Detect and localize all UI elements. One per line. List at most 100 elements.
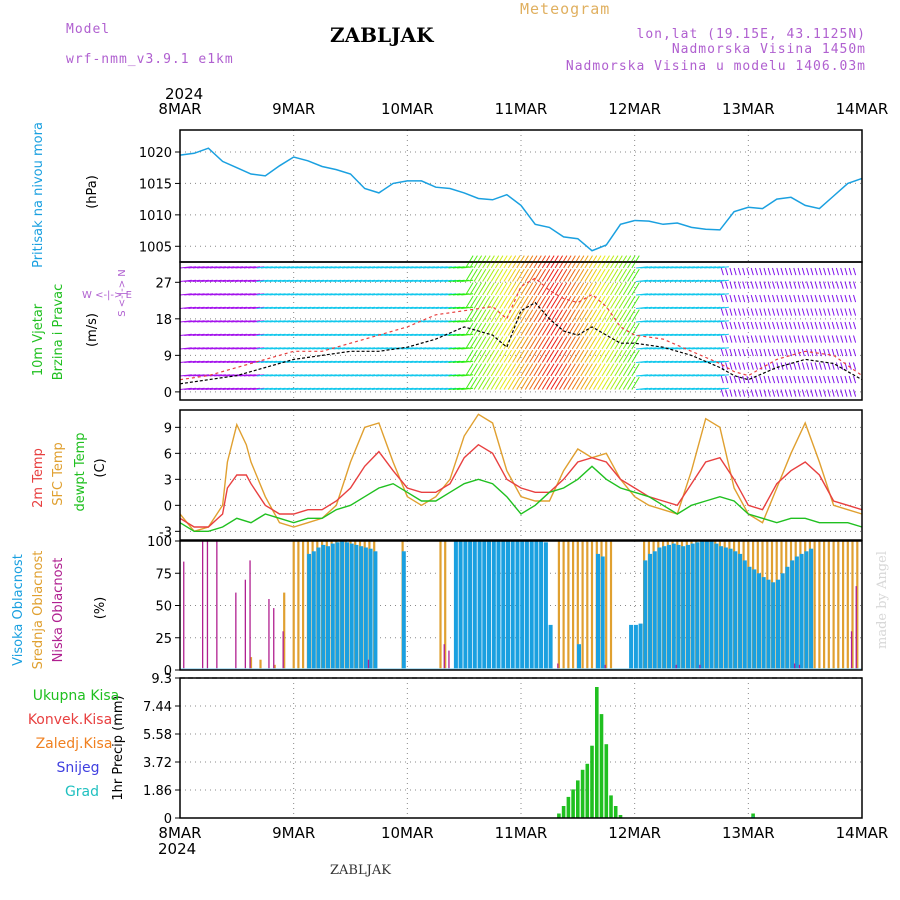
cloud-title-1: Visoka Oblacnost: [11, 554, 26, 666]
wind-barb: [605, 295, 615, 309]
wind-barb: [737, 281, 741, 289]
wind-barb: [754, 281, 758, 289]
high-cloud-bar: [681, 546, 686, 670]
wind-barb: [784, 308, 788, 316]
high-cloud-bar: [700, 541, 705, 670]
y-tick-label: 25: [155, 632, 172, 647]
wind-barb: [725, 294, 729, 303]
wind-barb: [533, 363, 542, 377]
wind-barb: [580, 349, 589, 363]
wind-barb: [524, 376, 534, 390]
wind-gust-line: [179, 277, 863, 381]
wind-barb: [767, 375, 771, 384]
wind-barb: [780, 308, 784, 316]
wind-barb: [469, 376, 478, 390]
wind-barb: [840, 308, 844, 316]
wind-barb: [814, 389, 818, 397]
wind-barb: [806, 335, 810, 343]
wind-barb: [588, 376, 598, 390]
wind-barb: [776, 308, 780, 316]
wind-barb: [840, 294, 844, 303]
wind-barb: [797, 362, 801, 370]
wind-barb: [584, 295, 593, 309]
wind-barb: [571, 268, 581, 282]
wind-barb: [793, 389, 797, 397]
wind-barb: [793, 308, 797, 316]
wind-barb: [567, 336, 576, 350]
wind-barb: [584, 268, 593, 282]
wind-barb: [793, 348, 797, 357]
wind-barb: [571, 309, 581, 323]
high-cloud-bar: [709, 541, 714, 670]
wind-barb: [614, 376, 623, 390]
precip-legend-item: Konvek.Kisa: [28, 712, 112, 728]
mid-cloud-bar: [581, 541, 584, 670]
high-cloud-bar: [539, 541, 544, 670]
wind-barb: [465, 282, 474, 296]
wind-barb: [717, 266, 729, 269]
wind-barb: [848, 362, 852, 370]
mid-cloud-bar: [557, 541, 560, 670]
wind-barb: [797, 375, 801, 384]
wind-barb: [490, 282, 500, 296]
wind-barb: [733, 389, 737, 397]
wind-barb: [486, 295, 495, 309]
low-cloud-bar: [794, 663, 796, 670]
cloud-panel: 100 75 50 25 0: [147, 535, 863, 679]
wind-barb: [725, 308, 729, 316]
wind-barb: [499, 363, 508, 377]
low-cloud-bar: [798, 664, 801, 670]
high-cloud-bar: [657, 547, 662, 670]
wind-barb: [558, 363, 568, 377]
low-cloud-bar: [244, 579, 246, 670]
top-date-label: 11MAR: [495, 100, 548, 118]
wind-barb: [806, 362, 810, 370]
wind-barb: [789, 375, 793, 384]
total-precip-bar: [609, 795, 613, 818]
low-cloud-bar: [206, 541, 209, 670]
wind-barb: [823, 335, 827, 343]
wind-barb: [627, 309, 636, 323]
wind-barb: [610, 336, 619, 350]
wind-barb: [729, 375, 733, 384]
high-cloud-bar: [529, 541, 534, 670]
wind-barb: [571, 363, 581, 377]
wind-barb: [618, 309, 628, 323]
wind-barb: [473, 376, 483, 390]
wind-barb: [835, 294, 839, 303]
wind-barb: [588, 268, 598, 282]
wind-barb: [571, 349, 581, 363]
wind-barb: [597, 363, 606, 377]
wind-barb: [601, 268, 610, 282]
wind-barb: [810, 294, 814, 303]
wind-barb: [725, 267, 729, 276]
wind-barb: [529, 322, 538, 336]
mid-cloud-bar: [842, 541, 845, 670]
wind-barb: [563, 295, 572, 309]
footer-station: ZABLJAK: [330, 863, 391, 878]
mid-cloud-bar: [813, 541, 816, 670]
wind-barb: [516, 309, 525, 323]
high-cloud-bar: [757, 573, 761, 671]
wind-barb: [477, 336, 487, 350]
wind-barb: [605, 363, 615, 377]
temperature-panel: 9 6 3 0 -3: [159, 409, 863, 541]
wind-barb: [567, 363, 576, 377]
wind-barb: [477, 349, 487, 363]
wind-barb: [494, 363, 504, 377]
wind-barb: [844, 348, 848, 357]
wind-barb: [563, 349, 572, 363]
wind-barb: [720, 281, 724, 289]
wind-barb: [844, 308, 848, 316]
high-cloud-bar: [577, 644, 581, 670]
wind-barb: [529, 336, 538, 350]
wind-barb: [465, 363, 474, 377]
wind-barb: [631, 282, 640, 296]
wind-barb: [580, 295, 589, 309]
wind-barb: [524, 349, 534, 363]
high-cloud-bar: [496, 541, 501, 670]
wind-barb: [733, 335, 737, 343]
wind-barb: [622, 376, 632, 390]
wind-barb: [597, 322, 606, 336]
wind-barb: [737, 362, 741, 370]
